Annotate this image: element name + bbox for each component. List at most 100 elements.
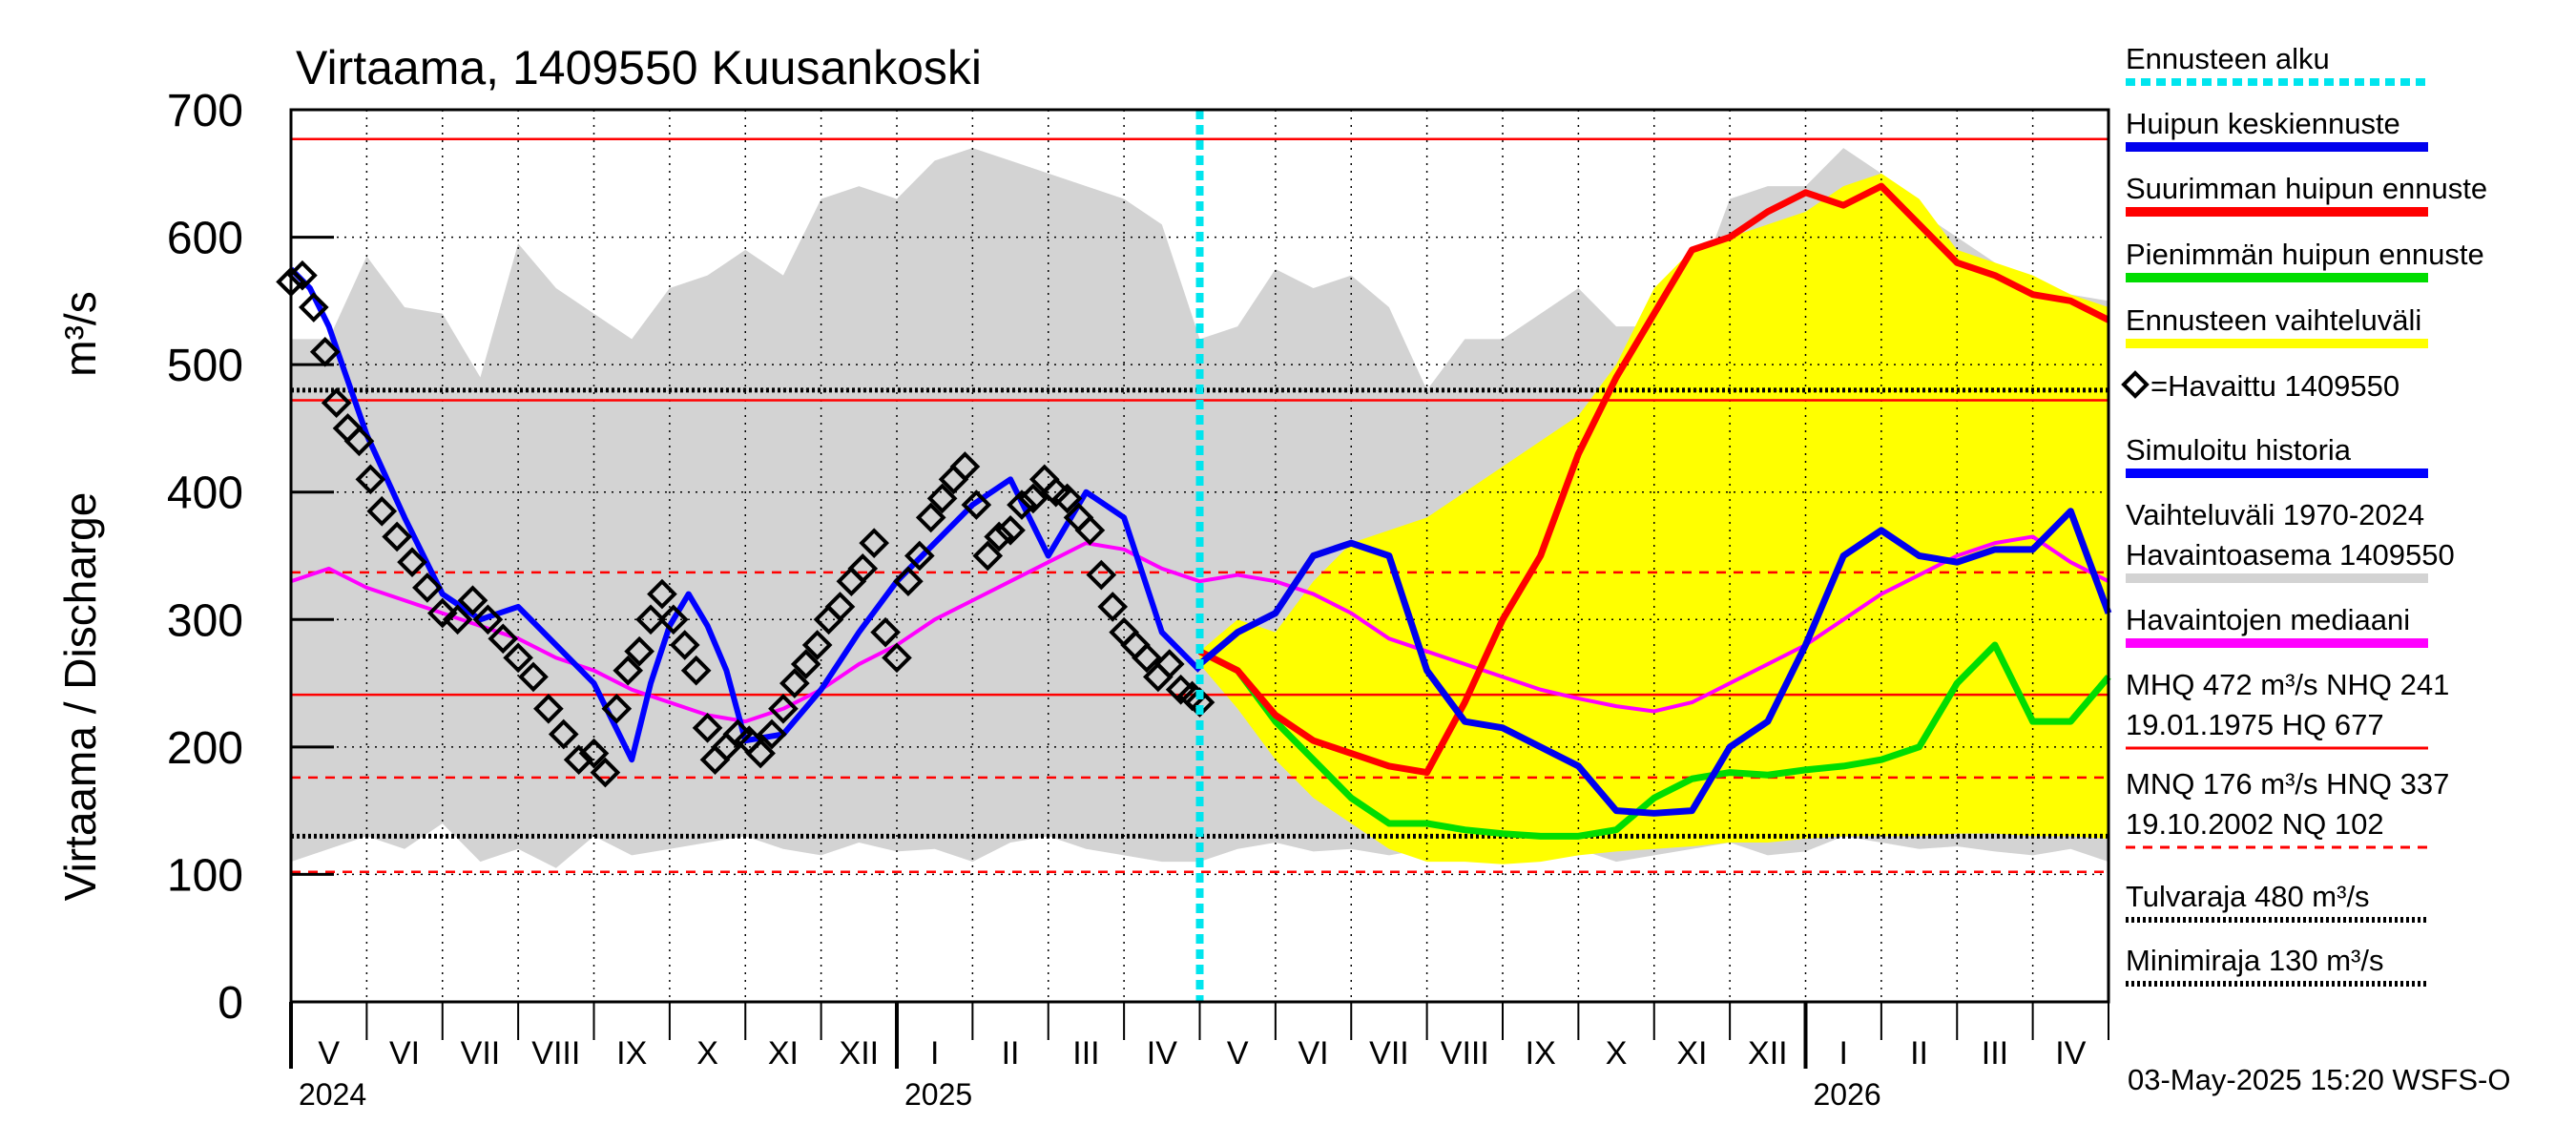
observed-point bbox=[503, 642, 533, 674]
observed-point bbox=[779, 668, 810, 698]
y-tick-label: 200 bbox=[167, 723, 243, 774]
month-label: V bbox=[318, 1035, 340, 1072]
max-peak-forecast-line bbox=[1197, 182, 2110, 777]
y-tick-label: 700 bbox=[167, 86, 243, 136]
observed-point bbox=[397, 547, 427, 578]
observed-point bbox=[669, 630, 700, 660]
observed-point bbox=[790, 649, 821, 679]
observed-point bbox=[472, 604, 504, 635]
observed-point bbox=[412, 572, 443, 603]
observed-point bbox=[382, 521, 412, 552]
legend-label: Huipun keskiennuste bbox=[2126, 107, 2400, 140]
month-label: X bbox=[1606, 1035, 1628, 1072]
observed-point bbox=[1018, 483, 1049, 514]
observed-point bbox=[801, 630, 833, 660]
mean-peak-forecast-line bbox=[1197, 508, 2112, 817]
year-label: 2025 bbox=[904, 1077, 972, 1112]
observed-point bbox=[680, 655, 712, 686]
month-label: II bbox=[1910, 1035, 1928, 1072]
observed-point bbox=[847, 553, 879, 584]
month-label: XII bbox=[840, 1035, 880, 1072]
min-peak-forecast-line bbox=[1197, 641, 2111, 840]
plot-area bbox=[276, 110, 2112, 1002]
month-label: XI bbox=[768, 1035, 799, 1072]
observed-point bbox=[926, 483, 958, 514]
observed-point bbox=[488, 623, 519, 655]
observed-point bbox=[1132, 642, 1162, 674]
observed-point bbox=[647, 578, 677, 610]
legend-label: Ennusteen vaihteluväli bbox=[2126, 303, 2421, 337]
legend: Ennusteen alku Huipun keskiennuste Suurimm… bbox=[2121, 42, 2487, 987]
observed-point bbox=[321, 387, 352, 419]
observed-point bbox=[563, 744, 594, 776]
observed-point bbox=[590, 757, 621, 788]
legend-label: 19.01.1975 HQ 677 bbox=[2126, 708, 2384, 741]
month-label: VIII bbox=[531, 1035, 580, 1072]
month-label: I bbox=[1839, 1035, 1847, 1072]
legend-label: Havaintojen mediaani bbox=[2126, 603, 2410, 636]
observed-point bbox=[870, 616, 901, 648]
observed-point bbox=[343, 426, 375, 457]
observed-point bbox=[972, 540, 1004, 572]
observed-point bbox=[692, 712, 723, 743]
month-label: XI bbox=[1676, 1035, 1707, 1072]
month-label: V bbox=[1227, 1035, 1249, 1072]
observed-point bbox=[624, 635, 654, 667]
y-tick-label: 500 bbox=[167, 341, 243, 391]
month-label: VIII bbox=[1441, 1035, 1489, 1072]
observed-point bbox=[757, 718, 787, 750]
observed-point bbox=[915, 502, 946, 533]
legend-label: Suurimman huipun ennuste bbox=[2126, 172, 2487, 205]
observed-point bbox=[518, 661, 549, 693]
observed-point bbox=[635, 604, 666, 635]
observed-point bbox=[548, 718, 579, 750]
month-label: II bbox=[1002, 1035, 1020, 1072]
observed-point bbox=[601, 693, 633, 724]
observed-point bbox=[442, 604, 473, 635]
month-label: VII bbox=[461, 1035, 501, 1072]
month-label: IX bbox=[616, 1035, 647, 1072]
observed-point bbox=[904, 540, 935, 572]
timestamp: 03-May-2025 15:20 WSFS-O bbox=[2128, 1063, 2510, 1096]
y-tick-label: 400 bbox=[167, 468, 243, 519]
simulated-history-line bbox=[288, 266, 1202, 763]
observed-point bbox=[578, 738, 610, 769]
y-axis-label: Virtaama / Discharge bbox=[55, 492, 105, 902]
legend-label: MHQ 472 m³/s NHQ 241 bbox=[2126, 668, 2449, 701]
observed-point bbox=[1007, 489, 1037, 520]
legend-label: Pienimmän huipun ennuste bbox=[2126, 238, 2484, 271]
observed-point bbox=[984, 521, 1014, 552]
y-tick-label: 0 bbox=[218, 978, 243, 1029]
month-label: IV bbox=[2055, 1035, 2086, 1072]
observed-point bbox=[1074, 514, 1106, 546]
chart-title: Virtaama, 1409550 Kuusankoski bbox=[296, 41, 982, 94]
month-label: XII bbox=[1748, 1035, 1788, 1072]
observed-point bbox=[658, 604, 689, 635]
legend-label: =Havaittu 1409550 bbox=[2150, 369, 2399, 403]
month-label: X bbox=[696, 1035, 718, 1072]
y-tick-label: 100 bbox=[167, 850, 243, 901]
observed-point bbox=[949, 451, 981, 482]
observed-point bbox=[1051, 483, 1083, 514]
observed-point bbox=[768, 693, 799, 724]
observed-point bbox=[859, 528, 890, 558]
observed-point bbox=[995, 514, 1026, 546]
month-label: I bbox=[930, 1035, 939, 1072]
observed-point bbox=[533, 693, 564, 724]
observed-point bbox=[355, 464, 386, 495]
observed-point bbox=[366, 495, 398, 527]
month-label: VI bbox=[389, 1035, 420, 1072]
y-tick-label: 300 bbox=[167, 595, 243, 646]
month-label: IV bbox=[1147, 1035, 1177, 1072]
month-label: IX bbox=[1526, 1035, 1556, 1072]
observed-point bbox=[961, 489, 992, 520]
legend-label: Havaintoasema 1409550 bbox=[2126, 538, 2455, 572]
observed-point bbox=[1153, 649, 1185, 679]
observed-point bbox=[298, 292, 329, 323]
observed-point bbox=[1086, 559, 1117, 591]
y-tick-label: 600 bbox=[167, 214, 243, 264]
observed-point bbox=[287, 260, 318, 291]
month-label: III bbox=[1072, 1035, 1099, 1072]
